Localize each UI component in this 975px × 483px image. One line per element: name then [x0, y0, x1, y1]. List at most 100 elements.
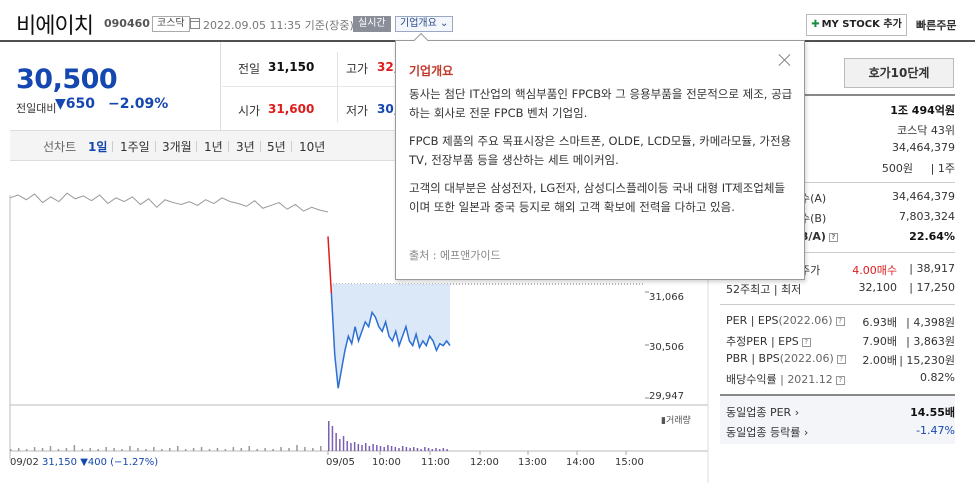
per-eps-label-text: PER | EPS [726, 314, 779, 327]
tab-5y[interactable]: 5년 [267, 140, 286, 154]
industry-per-row[interactable]: 동일업종 PER › 14.55배 [720, 404, 955, 420]
week52-label: 52주최고 | 최저 [726, 283, 802, 296]
industry-rate-label[interactable]: 동일업종 등락률 › [726, 424, 808, 440]
panel-divider [720, 94, 955, 96]
popup-title: 기업개요 [409, 64, 454, 78]
tab-3m[interactable]: 3개월 [162, 140, 192, 154]
popup-paragraph: FPCB 제품의 주요 목표시장은 스마트폰, OLDE, LCD모듈, 카메라… [409, 134, 792, 167]
volume-bar [161, 449, 163, 451]
volume-bar [339, 439, 341, 451]
help-icon[interactable]: ? [835, 375, 845, 385]
tab-1w[interactable]: 1주일 [120, 140, 150, 154]
target-price-label: 주가 [800, 264, 821, 277]
par-value-row: 500원 | 1주 [720, 160, 955, 176]
per-eps-date: (2022.06) [778, 314, 833, 327]
volume-bar [105, 447, 107, 451]
volume-bar [372, 444, 374, 451]
company-name: 비에이치 [16, 14, 94, 39]
est-per-eps-label-text: 추정PER | EPS [726, 335, 799, 348]
week52-high: 32,100 [858, 281, 898, 294]
high-label: 고가 [346, 62, 369, 76]
x-tick-label: 12:00 [470, 457, 499, 468]
eps-number: 4,398원 [913, 316, 955, 329]
volume-bar [176, 446, 179, 451]
volume-bar [304, 447, 306, 451]
pbr-bps-label-text: PBR | BPS [726, 352, 780, 365]
x-tick-label: 09/05 [326, 457, 355, 468]
volume-bar [240, 448, 243, 451]
volume-bar [129, 446, 131, 451]
volume-bar [288, 448, 290, 451]
foreign-ratio-label: B/A)? [800, 230, 838, 243]
company-overview-button[interactable]: 기업개요 ⌄ [395, 16, 454, 32]
volume-bar [364, 443, 367, 451]
volume-bar [65, 448, 68, 451]
help-icon[interactable]: ? [801, 337, 811, 347]
help-icon[interactable]: ? [836, 354, 846, 364]
dividend-date-text: 2021.12 [787, 373, 833, 386]
volume-bar [81, 449, 84, 451]
volume-bar [383, 447, 385, 451]
shares-a-value: 34,464,379 [892, 190, 955, 203]
volume-bar [353, 442, 356, 451]
target-price-number: 38,917 [916, 262, 956, 275]
price-change-rate: −2.09% [108, 96, 169, 112]
popup-paragraph: 동사는 첨단 IT산업의 핵심부품인 FPCB와 그 응용부품을 전문적으로 제… [409, 87, 793, 120]
volume-bar [379, 446, 382, 451]
x-tick-label: 11:00 [421, 457, 450, 468]
volume-bar [184, 449, 187, 451]
prev-close-label: 전일 [238, 62, 261, 76]
add-mystock-button[interactable]: ✚ MY STOCK 추가 [806, 14, 907, 36]
tab-line-chart[interactable]: 선차트 [43, 140, 77, 154]
help-icon[interactable]: ? [835, 316, 845, 326]
volume-bar [413, 447, 415, 451]
tab-3y[interactable]: 3년 [236, 140, 255, 154]
volume-bar [335, 433, 337, 451]
industry-box [720, 394, 955, 444]
par-unit-text: 1주 [937, 162, 955, 175]
industry-rate-label-text: 동일업종 등락률 [726, 426, 801, 439]
industry-per-label[interactable]: 동일업종 PER › [726, 404, 799, 420]
popup-paragraph: 고객의 대부분은 삼성전자, LG전자, 삼성디스플레이등 국내 대형 IT제조… [409, 181, 786, 214]
tab-10y[interactable]: 10년 [299, 140, 326, 154]
low-label: 저가 [346, 104, 369, 118]
est-per-eps-row: 추정PER | EPS? 7.90배 | 3,863원 [720, 333, 955, 349]
week52-row: 52주최고 | 최저 32,100 | 17,250 [720, 281, 955, 297]
industry-rate-row[interactable]: 동일업종 등락률 › -1.47% [720, 424, 955, 440]
dividend-label-text: 배당수익률 [726, 373, 777, 386]
chevron-down-icon: ⌄ [436, 18, 449, 29]
volume-bar [435, 448, 437, 451]
foreign-ratio-row: B/A)? 22.64% [720, 230, 955, 246]
panel-divider [720, 252, 955, 253]
volume-bar [153, 447, 155, 451]
tab-1y[interactable]: 1년 [204, 140, 223, 154]
stock-info-panel: 호가10단계 1조 494억원 코스닥 43위 34,464,379 500원 … [720, 52, 975, 483]
volume-bar [41, 448, 44, 451]
close-icon[interactable] [778, 53, 792, 67]
order-book-10-button[interactable]: 호가10단계 [844, 58, 954, 88]
y-tick-label: 31,066 [649, 292, 684, 303]
volume-bar [312, 448, 314, 451]
volume-bar [280, 447, 282, 451]
stats-divider [337, 52, 338, 122]
target-price-value: | 38,917 [909, 262, 955, 275]
price-chart[interactable]: 31,066 30,506 29,947 ▮거래량 09/02 09/05 10… [0, 165, 710, 483]
quick-order-button[interactable]: 빠른주문 [916, 19, 957, 32]
y-tick-label: 30,506 [649, 342, 684, 353]
industry-per-value: 14.55배 [910, 406, 955, 419]
est-eps-number: 3,863원 [913, 335, 955, 348]
volume-bar [328, 421, 330, 451]
dividend-value: 0.82% [920, 371, 955, 384]
volume-bar [390, 446, 393, 451]
plus-icon: ✚ [811, 19, 820, 30]
volume-bar [331, 426, 334, 451]
volume-bar [376, 445, 378, 451]
help-icon[interactable]: ? [828, 232, 838, 242]
volume-bar [121, 449, 123, 451]
open-label: 시가 [238, 104, 261, 118]
shares-total-row: 34,464,379 [720, 141, 955, 157]
volume-bar [137, 448, 139, 451]
tab-1d[interactable]: 1일 [88, 140, 108, 154]
volume-bar [192, 448, 195, 451]
volume-bar [73, 445, 76, 451]
